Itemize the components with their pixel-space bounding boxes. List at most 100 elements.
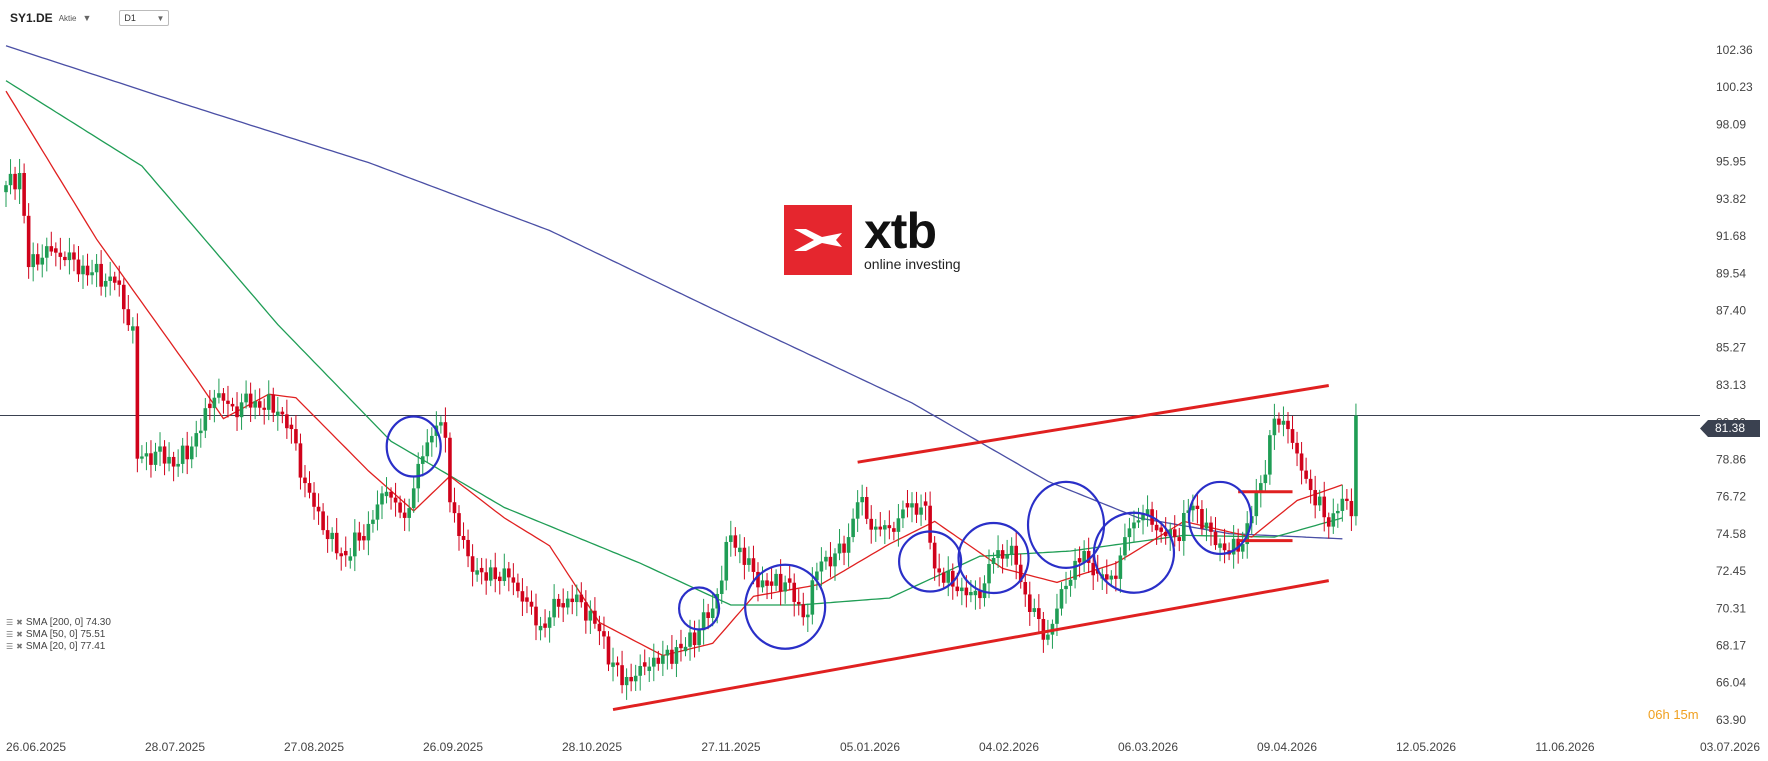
candle: [1064, 571, 1068, 604]
candle: [978, 577, 982, 610]
candle: [534, 593, 538, 641]
candle: [1177, 527, 1182, 552]
candle: [1331, 498, 1336, 534]
candle: [44, 237, 49, 272]
candle: [203, 397, 208, 439]
candle: [1304, 457, 1308, 484]
candle: [946, 556, 951, 597]
candle: [1317, 489, 1322, 512]
candle: [683, 637, 688, 657]
candle: [738, 534, 742, 564]
xtb-logo-mark: [784, 205, 852, 275]
candle: [1136, 507, 1141, 528]
candle: [1218, 538, 1222, 562]
candle: [987, 549, 991, 599]
settings-icon[interactable]: ☰: [6, 629, 14, 639]
candle: [860, 484, 864, 516]
candle: [520, 578, 525, 616]
close-icon[interactable]: ✖: [16, 617, 23, 627]
annotation-circle: [898, 530, 963, 593]
candle: [1290, 415, 1295, 450]
candle: [121, 278, 126, 324]
symbol-label[interactable]: SY1.DE: [10, 11, 53, 25]
close-icon[interactable]: ✖: [16, 629, 23, 639]
candle: [430, 427, 434, 457]
candle: [801, 592, 806, 626]
candle: [63, 251, 67, 267]
candle: [1340, 484, 1345, 522]
candle: [769, 566, 774, 600]
candle: [561, 588, 565, 623]
candle: [828, 542, 833, 578]
candle: [135, 313, 140, 473]
y-tick-label: 95.95: [1716, 155, 1746, 169]
candle: [362, 524, 366, 550]
candle: [108, 261, 112, 296]
candle: [1068, 570, 1073, 597]
candle: [565, 591, 570, 615]
legend-item-sma200: ☰ ✖ SMA [200, 0] 74.30: [6, 616, 111, 628]
candle: [878, 512, 883, 537]
candle: [49, 231, 54, 256]
timeframe-value: D1: [124, 13, 136, 23]
candle: [1336, 503, 1340, 528]
y-tick-label: 102.36: [1716, 43, 1753, 57]
candle: [1050, 619, 1055, 649]
candle: [221, 388, 226, 414]
candle: [556, 593, 561, 618]
candle: [932, 536, 937, 581]
candle: [1091, 554, 1095, 591]
candle: [1082, 540, 1086, 573]
candle: [407, 498, 411, 532]
settings-icon[interactable]: ☰: [6, 641, 14, 651]
candle: [1349, 488, 1354, 531]
candle: [570, 584, 575, 615]
y-tick-label: 76.72: [1716, 490, 1746, 504]
candle: [488, 559, 493, 587]
candle: [208, 390, 212, 420]
candle: [1200, 500, 1204, 535]
candle: [670, 635, 674, 670]
candle: [869, 505, 874, 544]
timeframe-select[interactable]: D1 ▼: [119, 10, 170, 26]
candle: [1163, 517, 1168, 545]
candle: [611, 647, 615, 682]
candle: [837, 528, 842, 561]
logo-tagline: online investing: [864, 255, 961, 272]
candle: [842, 535, 846, 566]
candle-countdown: 06h 15m: [1648, 707, 1699, 722]
candle: [1254, 478, 1259, 525]
candle: [58, 237, 63, 270]
x-tick-label: 12.05.2026: [1396, 740, 1456, 754]
legend-item-sma20: ☰ ✖ SMA [20, 0] 77.41: [6, 640, 111, 652]
candle: [4, 180, 8, 207]
symbol-dropdown-icon[interactable]: ▼: [82, 13, 92, 23]
candle: [81, 255, 85, 289]
annotation-circle: [957, 521, 1030, 595]
settings-icon[interactable]: ☰: [6, 617, 14, 627]
indicator-legend: ☰ ✖ SMA [200, 0] 74.30 ☰ ✖ SMA [50, 0] 7…: [6, 616, 111, 652]
candle: [864, 486, 869, 525]
y-tick-label: 70.31: [1716, 601, 1746, 615]
x-tick-label: 27.08.2025: [284, 740, 344, 754]
candle: [883, 520, 887, 545]
candle: [710, 594, 715, 627]
candle: [846, 523, 851, 567]
candle: [819, 547, 824, 587]
candle: [239, 393, 244, 430]
candle: [90, 259, 94, 285]
candle: [901, 500, 905, 529]
candle: [543, 609, 547, 638]
candle: [928, 491, 932, 550]
x-tick-label: 03.07.2026: [1700, 740, 1760, 754]
candle: [588, 600, 593, 634]
y-tick-label: 78.86: [1716, 452, 1746, 466]
candle: [1263, 460, 1268, 493]
candle: [257, 388, 262, 416]
xtb-x-icon: [794, 229, 842, 251]
close-icon[interactable]: ✖: [16, 641, 23, 651]
candle: [307, 471, 312, 499]
candle: [638, 654, 642, 691]
candle: [547, 610, 552, 643]
